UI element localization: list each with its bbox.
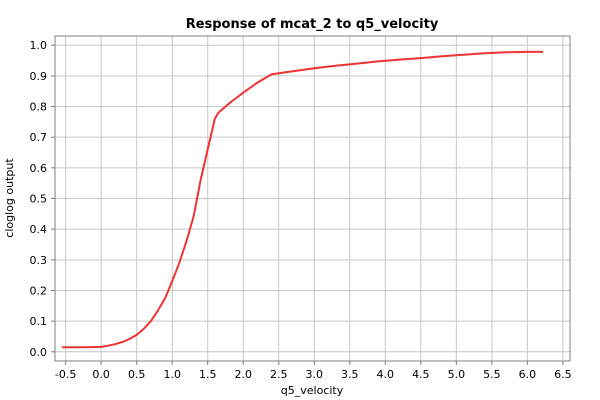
x-tick-label: 1.0 xyxy=(163,368,181,381)
x-tick-label: 0.5 xyxy=(128,368,146,381)
chart-title: Response of mcat_2 to q5_velocity xyxy=(186,17,439,32)
y-tick-label: 1.0 xyxy=(30,39,48,52)
x-tick-label: 4.0 xyxy=(377,368,395,381)
x-tick-label: -0.5 xyxy=(55,368,76,381)
y-tick-label: 0.6 xyxy=(30,162,48,175)
y-tick-label: 0.9 xyxy=(30,70,48,83)
y-tick-label: 0.8 xyxy=(30,101,48,114)
x-tick-label: 5.0 xyxy=(448,368,466,381)
x-axis-ticks: -0.5 0.0 0.5 1.0 1.5 2.0 2.5 3.0 3.5 4.0 4.5 5.0 5.5… xyxy=(55,361,572,381)
y-tick-label: 0.3 xyxy=(30,254,48,267)
x-tick-label: 6.0 xyxy=(519,368,537,381)
y-tick-label: 0.2 xyxy=(30,284,48,297)
x-tick-label: 3.0 xyxy=(306,368,324,381)
x-axis-label: q5_velocity xyxy=(281,384,344,397)
y-axis-label: cloglog output xyxy=(3,158,16,238)
y-tick-label: 0.0 xyxy=(30,346,48,359)
series-group xyxy=(62,50,543,349)
series-line xyxy=(62,50,543,349)
x-tick-label: 2.0 xyxy=(234,368,252,381)
x-tick-label: 1.5 xyxy=(199,368,217,381)
y-tick-label: 0.4 xyxy=(30,223,48,236)
y-axis-ticks: 0.0 0.1 0.2 0.3 0.4 0.5 0.6 0.7 0.8 0.9 1.0 xyxy=(30,39,55,359)
x-tick-label: 3.5 xyxy=(341,368,359,381)
y-tick-label: 0.5 xyxy=(30,193,48,206)
x-tick-label: 2.5 xyxy=(270,368,288,381)
y-tick-label: 0.7 xyxy=(30,131,48,144)
grid-lines xyxy=(55,36,570,361)
x-tick-label: 5.5 xyxy=(483,368,501,381)
x-tick-label: 4.5 xyxy=(412,368,430,381)
y-tick-label: 0.1 xyxy=(30,315,48,328)
x-tick-label: 6.5 xyxy=(554,368,572,381)
x-tick-label: 0.0 xyxy=(92,368,110,381)
